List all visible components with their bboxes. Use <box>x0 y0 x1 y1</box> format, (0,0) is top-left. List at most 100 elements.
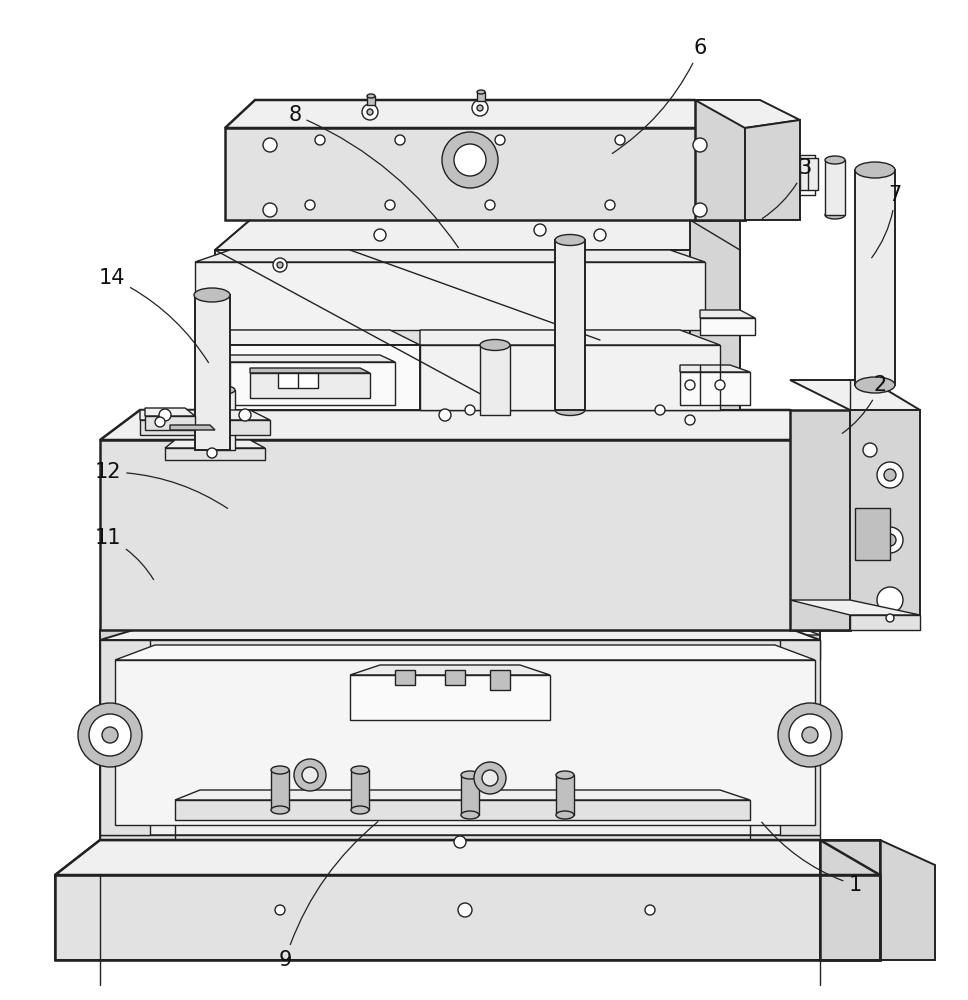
Circle shape <box>594 229 606 241</box>
Polygon shape <box>145 635 190 640</box>
Circle shape <box>802 727 818 743</box>
Ellipse shape <box>271 766 289 774</box>
Circle shape <box>439 409 451 421</box>
Polygon shape <box>225 100 745 128</box>
Circle shape <box>474 762 506 794</box>
Text: 2: 2 <box>842 375 887 433</box>
Circle shape <box>454 144 486 176</box>
Polygon shape <box>700 310 755 318</box>
Polygon shape <box>745 120 800 220</box>
Polygon shape <box>215 250 740 410</box>
Polygon shape <box>555 240 585 410</box>
Polygon shape <box>215 345 420 410</box>
Polygon shape <box>680 372 750 405</box>
Ellipse shape <box>194 288 230 302</box>
Text: 1: 1 <box>762 822 862 895</box>
Ellipse shape <box>271 806 289 814</box>
Circle shape <box>884 534 896 546</box>
Circle shape <box>102 727 118 743</box>
Circle shape <box>485 200 495 210</box>
Polygon shape <box>100 820 820 835</box>
Circle shape <box>789 714 831 756</box>
Circle shape <box>495 135 505 145</box>
Polygon shape <box>855 508 890 560</box>
Circle shape <box>454 836 466 848</box>
Ellipse shape <box>477 90 485 94</box>
Circle shape <box>78 703 142 767</box>
Polygon shape <box>480 345 510 415</box>
Circle shape <box>302 767 318 783</box>
Polygon shape <box>175 790 750 800</box>
Polygon shape <box>351 770 369 810</box>
Polygon shape <box>195 250 705 262</box>
Polygon shape <box>100 625 820 640</box>
Polygon shape <box>100 630 150 840</box>
Polygon shape <box>215 390 235 450</box>
Ellipse shape <box>556 771 574 779</box>
Polygon shape <box>140 420 270 435</box>
Polygon shape <box>695 100 745 220</box>
Circle shape <box>465 405 475 415</box>
Polygon shape <box>55 840 880 875</box>
Polygon shape <box>740 620 820 635</box>
Polygon shape <box>800 158 818 190</box>
Circle shape <box>534 224 546 236</box>
Circle shape <box>877 462 903 488</box>
Polygon shape <box>271 770 289 810</box>
Circle shape <box>263 203 277 217</box>
Circle shape <box>615 135 625 145</box>
Polygon shape <box>250 373 370 398</box>
Circle shape <box>877 587 903 613</box>
Circle shape <box>693 203 707 217</box>
Ellipse shape <box>555 404 585 416</box>
Polygon shape <box>445 670 465 685</box>
Polygon shape <box>350 675 550 720</box>
Circle shape <box>886 614 894 622</box>
Circle shape <box>482 770 498 786</box>
Circle shape <box>605 200 615 210</box>
Circle shape <box>385 200 395 210</box>
Polygon shape <box>195 262 705 330</box>
Text: 8: 8 <box>288 105 459 248</box>
Circle shape <box>239 409 251 421</box>
Circle shape <box>395 135 405 145</box>
Polygon shape <box>115 660 815 825</box>
Polygon shape <box>250 368 370 373</box>
Polygon shape <box>278 373 318 388</box>
Circle shape <box>273 258 287 272</box>
Polygon shape <box>825 160 845 215</box>
Polygon shape <box>700 318 755 335</box>
Ellipse shape <box>825 211 845 219</box>
Polygon shape <box>115 645 815 660</box>
Polygon shape <box>100 620 190 635</box>
Ellipse shape <box>555 234 585 245</box>
Text: 6: 6 <box>613 38 707 153</box>
Circle shape <box>367 109 373 115</box>
Polygon shape <box>420 330 720 345</box>
Circle shape <box>207 448 217 458</box>
Polygon shape <box>215 330 420 345</box>
Polygon shape <box>855 170 895 385</box>
Polygon shape <box>790 410 850 630</box>
Circle shape <box>685 380 695 390</box>
Polygon shape <box>690 220 740 410</box>
Polygon shape <box>145 408 195 416</box>
Text: 7: 7 <box>871 185 901 258</box>
Circle shape <box>877 527 903 553</box>
Circle shape <box>477 105 483 111</box>
Ellipse shape <box>480 340 510 351</box>
Circle shape <box>778 703 842 767</box>
Circle shape <box>693 138 707 152</box>
Circle shape <box>305 200 315 210</box>
Polygon shape <box>230 362 395 405</box>
Circle shape <box>472 100 488 116</box>
Polygon shape <box>175 800 750 820</box>
Polygon shape <box>556 775 574 815</box>
Polygon shape <box>215 220 740 250</box>
Polygon shape <box>100 640 820 660</box>
Polygon shape <box>477 92 485 101</box>
Polygon shape <box>100 835 820 840</box>
Circle shape <box>275 905 285 915</box>
Polygon shape <box>195 295 230 450</box>
Circle shape <box>315 135 325 145</box>
